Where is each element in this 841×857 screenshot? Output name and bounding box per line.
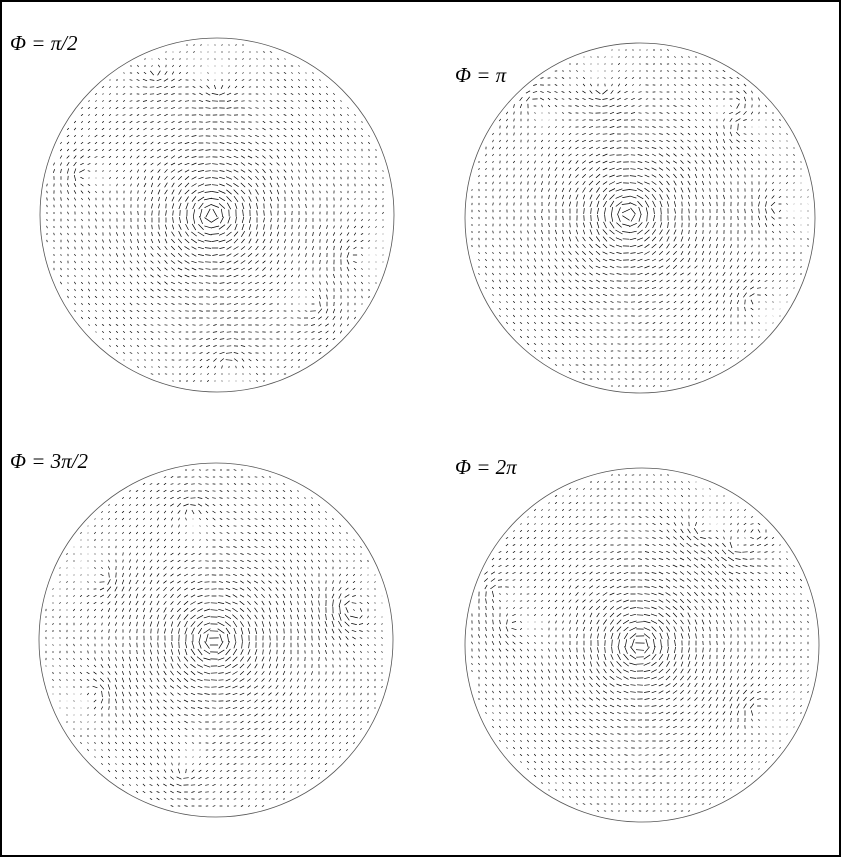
panel-label: Φ = 3π/2 <box>10 449 89 473</box>
panel-label: Φ = 2π <box>455 455 517 479</box>
figure: Φ = π/2 Φ = π Φ = 3π/2 Φ = 2π <box>0 0 841 857</box>
frame <box>1 1 840 856</box>
panel-label: Φ = π <box>455 63 507 87</box>
panel-label: Φ = π/2 <box>10 31 78 55</box>
